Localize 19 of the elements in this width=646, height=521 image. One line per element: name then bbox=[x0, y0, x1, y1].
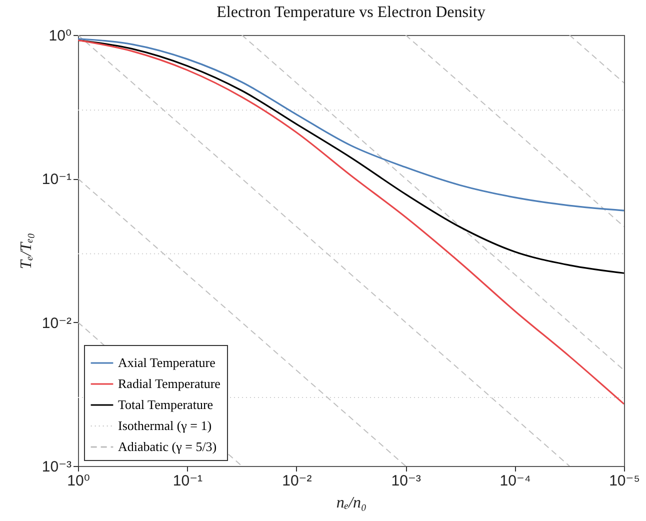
legend-label: Axial Temperature bbox=[118, 355, 216, 370]
chart-title: Electron Temperature vs Electron Density bbox=[216, 4, 486, 21]
x-axis-title: nₑ/n₀ bbox=[336, 494, 367, 512]
y-tick-label: 10⁻¹ bbox=[42, 171, 72, 188]
legend-label: Radial Temperature bbox=[118, 376, 221, 391]
line-series bbox=[78, 38, 624, 212]
legend-label: Isothermal (γ = 1) bbox=[118, 418, 212, 433]
x-tick-label: 10⁻¹ bbox=[172, 472, 203, 490]
y-tick-label: 10⁰ bbox=[48, 28, 72, 44]
y-tick-label: 10⁻³ bbox=[42, 458, 72, 476]
legend-label: Total Temperature bbox=[118, 397, 214, 412]
x-tick-label: 10⁰ bbox=[67, 472, 90, 490]
y-axis-title: Tₑ/Tₑ₀ bbox=[18, 232, 35, 270]
legend-label: Adiabatic (γ = 5/3) bbox=[118, 439, 217, 454]
x-tick-label: 10⁻³ bbox=[391, 472, 421, 490]
x-tick-label: 10⁻⁴ bbox=[500, 472, 531, 490]
x-tick-label: 10⁻² bbox=[282, 472, 312, 490]
x-tick-label: 10⁻⁵ bbox=[609, 472, 640, 490]
y-tick-label: 10⁻² bbox=[42, 314, 72, 332]
